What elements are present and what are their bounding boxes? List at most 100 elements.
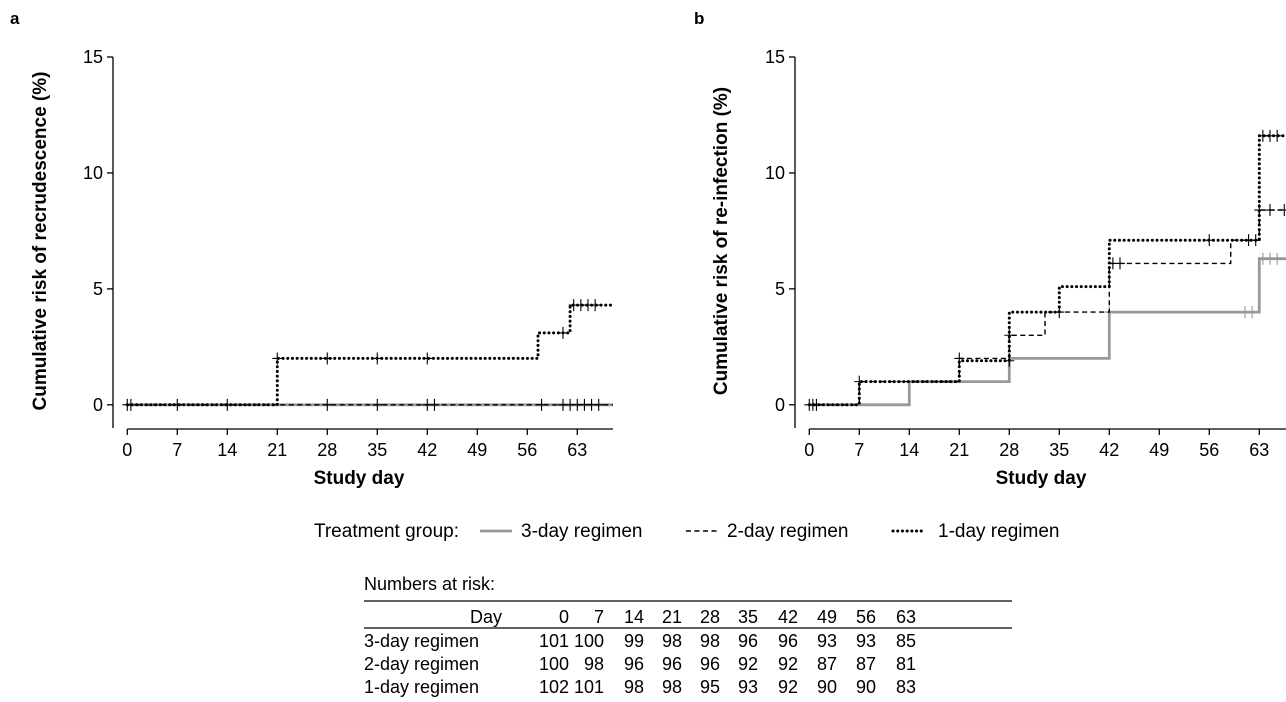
panel-b: b Cumulative risk of re-infection (%) St… [694, 9, 1286, 489]
panel-a-y-axis-label: Cumulative risk of recrudescence (%) [30, 72, 51, 411]
x-tick-label: 63 [567, 440, 587, 460]
censor-mark [1004, 354, 1015, 367]
risk-table-cell: 99 [624, 631, 644, 651]
censor-mark [558, 326, 568, 339]
x-tick-label: 35 [367, 440, 387, 460]
risk-table-day: 42 [778, 607, 798, 627]
risk-table-cell: 101 [539, 631, 569, 651]
y-tick-label: 5 [775, 279, 785, 299]
risk-table-cell: 93 [817, 631, 837, 651]
censor-mark [1272, 252, 1283, 265]
panel-b-y-axis-label: Cumulative risk of re-infection (%) [711, 87, 732, 395]
x-tick-label: 28 [317, 440, 337, 460]
risk-table-day: 56 [856, 607, 876, 627]
panel-a-curves [122, 299, 615, 411]
censor-mark [593, 398, 604, 411]
risk-table-title: Numbers at risk: [364, 574, 495, 594]
risk-table-day: 14 [624, 607, 644, 627]
risk-table-cell: 92 [778, 654, 798, 674]
censor-mark [536, 398, 547, 411]
censor-mark [322, 352, 333, 365]
x-tick-label: 0 [122, 440, 132, 460]
risk-table-cell: 85 [896, 631, 916, 651]
x-tick-label: 49 [1149, 440, 1169, 460]
panel-a-axes: 0 5 10 15 0 7 14 21 28 35 42 49 56 63 [83, 47, 613, 460]
series-line-1-day-regimen [125, 303, 615, 407]
censor-mark [1247, 306, 1258, 319]
panel-b-letter: b [694, 9, 704, 28]
risk-table-cell: 87 [817, 654, 837, 674]
risk-table-header-days: 0 7 14 21 28 35 42 49 56 63 [559, 607, 916, 627]
y-tick-label: 5 [93, 279, 103, 299]
censor-mark [372, 398, 383, 411]
y-tick-label: 0 [775, 395, 785, 415]
risk-table-cell: 98 [662, 677, 682, 697]
panel-a-letter: a [10, 9, 20, 28]
risk-table-cell: 93 [738, 677, 758, 697]
x-tick-label: 21 [949, 440, 969, 460]
risk-table-cell: 92 [738, 654, 758, 674]
y-tick-label: 10 [83, 163, 103, 183]
legend: Treatment group: 3-day regimen 2-day regi… [314, 521, 1060, 542]
x-tick-label: 7 [854, 440, 864, 460]
risk-table-cell: 98 [700, 631, 720, 651]
risk-table-row-label: 2-day regimen [364, 654, 479, 674]
risk-table-cell: 96 [662, 654, 682, 674]
legend-label: 2-day regimen [727, 521, 848, 542]
risk-table-cell: 102 [539, 677, 569, 697]
numbers-at-risk-table: Numbers at risk: Day 0 7 14 21 28 35 42 49 56 63 … [364, 574, 1012, 697]
censor-mark [807, 398, 818, 411]
risk-table-day: 49 [817, 607, 837, 627]
x-tick-label: 7 [172, 440, 182, 460]
legend-label: 1-day regimen [938, 521, 1059, 542]
x-tick-label: 14 [899, 440, 919, 460]
y-tick-label: 10 [765, 163, 785, 183]
risk-table-cell: 96 [778, 631, 798, 651]
legend-label: 3-day regimen [521, 521, 642, 542]
x-tick-label: 56 [1199, 440, 1219, 460]
legend-items: 3-day regimen 2-day regimen 1-day regimen [480, 521, 1059, 542]
risk-table-cell: 92 [778, 677, 798, 697]
risk-table-cell: 100 [574, 631, 604, 651]
panel-a-x-axis-label: Study day [314, 468, 405, 489]
risk-table-cell: 101 [574, 677, 604, 697]
x-tick-label: 49 [467, 440, 487, 460]
risk-table-header-label: Day [470, 607, 502, 627]
x-tick-label: 42 [1099, 440, 1119, 460]
risk-table-cell: 98 [624, 677, 644, 697]
censor-mark [1279, 204, 1286, 217]
risk-table-day: 7 [594, 607, 604, 627]
risk-table-cell: 81 [896, 654, 916, 674]
risk-table-cell: 90 [817, 677, 837, 697]
risk-table-cell: 90 [856, 677, 876, 697]
x-tick-label: 0 [804, 440, 814, 460]
panel-b-axes: 0 5 10 15 0 7 14 21 28 35 42 49 56 63 [765, 47, 1286, 460]
x-tick-label: 56 [517, 440, 537, 460]
risk-table-day: 21 [662, 607, 682, 627]
risk-table-day: 0 [559, 607, 569, 627]
censor-mark [272, 352, 283, 365]
risk-table-cell: 96 [738, 631, 758, 651]
risk-table-cell: 100 [539, 654, 569, 674]
risk-table-cell: 83 [896, 677, 916, 697]
censor-mark [590, 299, 601, 312]
x-tick-label: 35 [1049, 440, 1069, 460]
censor-mark [322, 398, 333, 411]
x-tick-label: 28 [999, 440, 1019, 460]
censor-mark [125, 398, 136, 411]
risk-table-cell: 96 [624, 654, 644, 674]
x-tick-label: 63 [1249, 440, 1269, 460]
x-tick-label: 42 [417, 440, 437, 460]
censor-mark [1115, 257, 1125, 270]
risk-table-cell: 87 [856, 654, 876, 674]
risk-table-row-label: 3-day regimen [364, 631, 479, 651]
risk-table-day: 28 [700, 607, 720, 627]
censor-mark [429, 398, 440, 411]
legend-title: Treatment group: [314, 521, 459, 542]
y-tick-label: 15 [765, 47, 785, 67]
censor-mark [1250, 234, 1261, 247]
risk-table-cell: 96 [700, 654, 720, 674]
risk-table-rows: 3-day regimen 101 100 99 98 98 96 96 93 93 852-day… [364, 631, 916, 697]
risk-table-cell: 93 [856, 631, 876, 651]
